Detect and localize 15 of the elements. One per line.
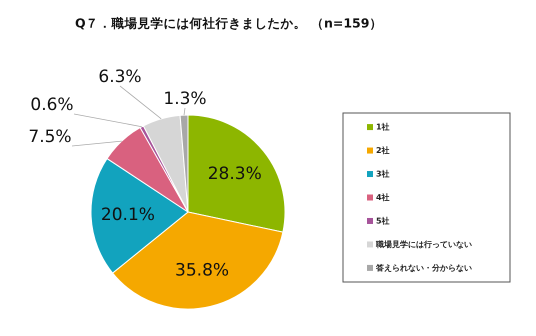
chart-title: Q７．職場見学には何社行きましたか。 （n=159） — [75, 16, 382, 30]
legend-label: 3社 — [376, 170, 390, 179]
legend-label: 答えられない・分からない — [375, 263, 472, 272]
data-label: 0.6% — [30, 95, 74, 115]
data-label: 20.1% — [100, 204, 155, 225]
data-label: 35.8% — [175, 260, 230, 280]
data-label: 7.5% — [28, 127, 72, 147]
legend-label: 5社 — [376, 216, 390, 226]
legend-label: 職場見学には行っていない — [375, 240, 472, 249]
data-label: 6.3% — [98, 67, 142, 87]
legend-label: 1社 — [376, 122, 390, 132]
legend-label: 4社 — [376, 193, 390, 202]
legend-label: 2社 — [376, 146, 390, 156]
data-label: 1.3% — [163, 89, 207, 109]
data-label: 28.3% — [208, 164, 262, 184]
